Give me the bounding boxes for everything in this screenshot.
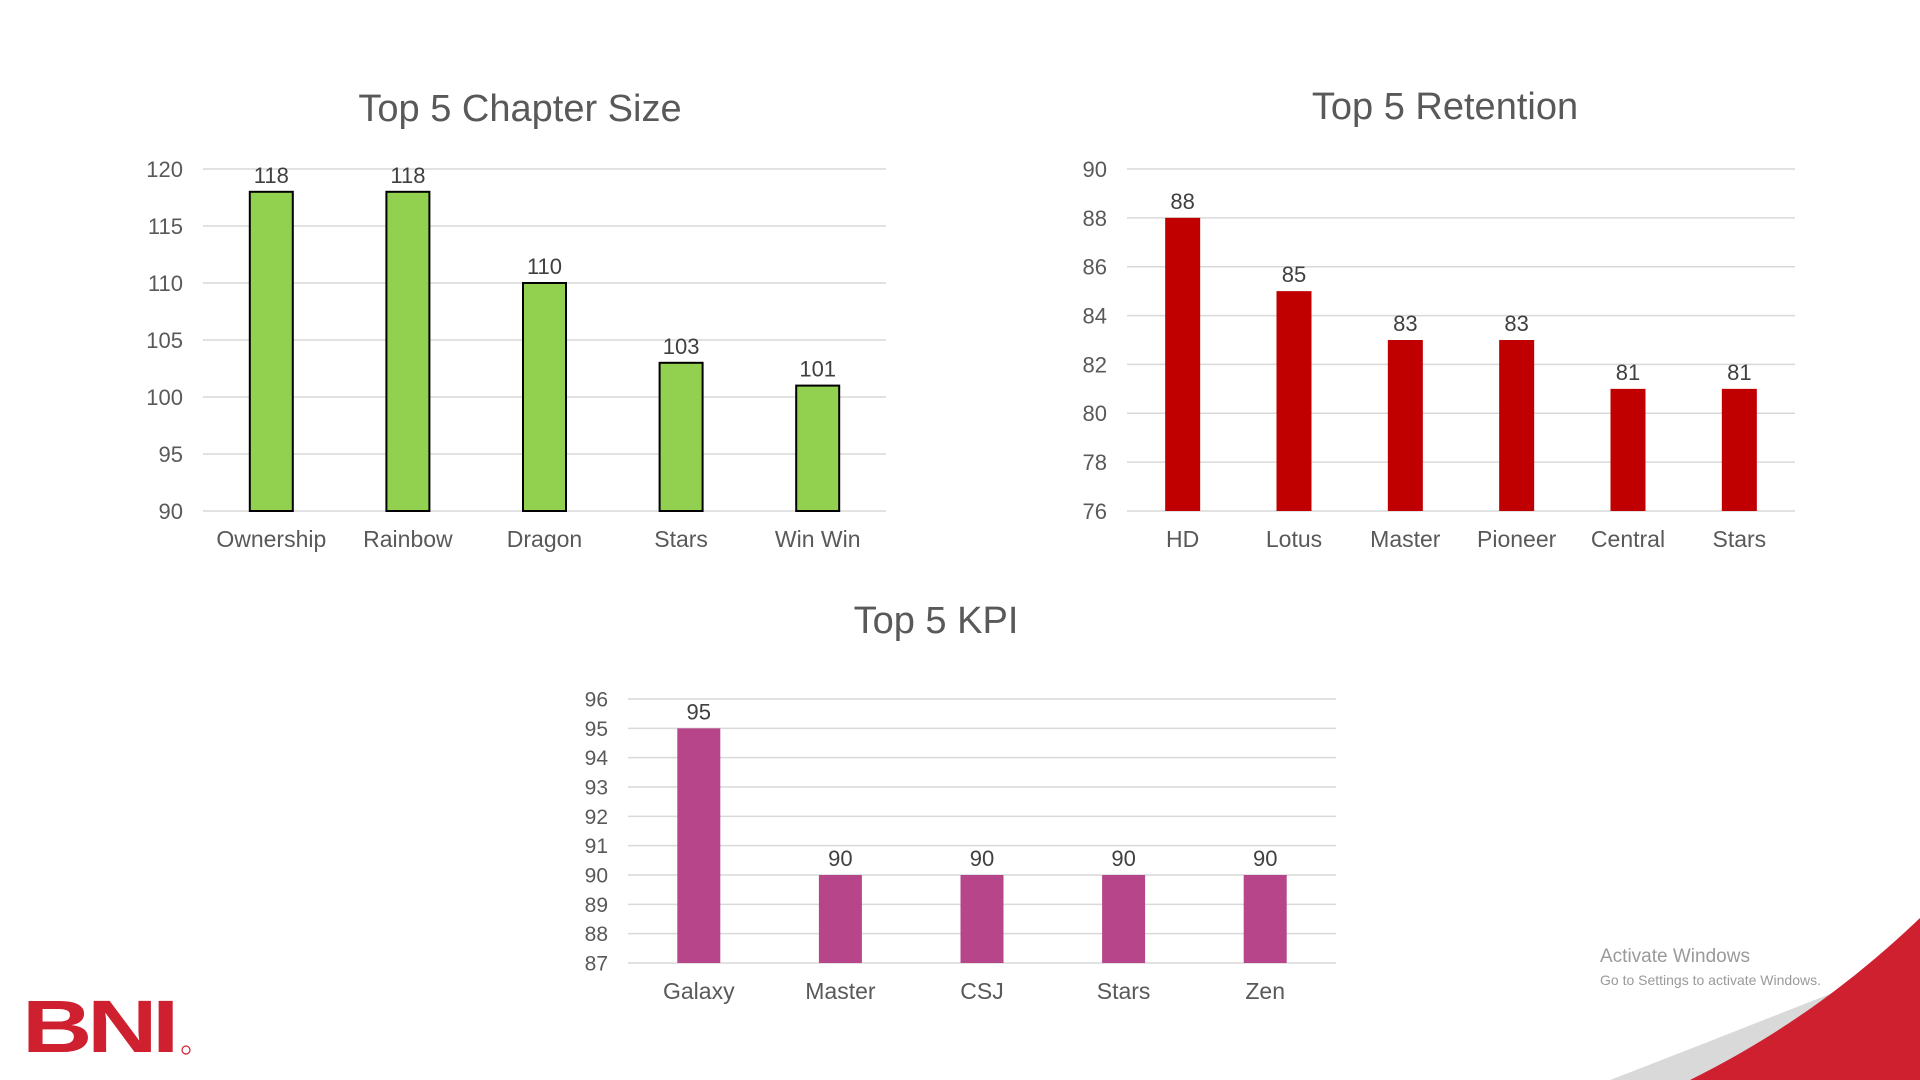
y-tick-label: 110 [148,271,183,296]
watermark-line-2: Go to Settings to activate Windows. [1600,972,1821,988]
y-tick-label: 92 [585,806,608,829]
x-tick-label: HD [1166,526,1199,552]
bar [1165,217,1201,511]
x-tick-label: Lotus [1266,526,1322,552]
data-label: 83 [1393,311,1417,336]
x-tick-label: Master [1370,526,1441,552]
bar [677,728,721,963]
data-label: 110 [527,254,562,279]
y-tick-label: 88 [1083,206,1107,231]
watermark-line-1: Activate Windows [1600,946,1750,967]
x-tick-label: CSJ [960,978,1003,1004]
chart-title-chapter-size: Top 5 Chapter Size [358,88,682,130]
bar [1243,875,1287,963]
bar [1499,340,1535,511]
bar [1102,875,1146,963]
x-tick-label: Rainbow [363,526,453,552]
y-tick-label: 93 [585,777,608,800]
bar [795,384,841,513]
data-label: 101 [799,357,836,382]
x-tick-label: Win Win [775,526,861,552]
bar [658,361,704,512]
y-tick-label: 91 [585,835,608,858]
bar [522,282,567,512]
x-tick-label: Stars [1712,526,1766,552]
x-tick-label: Ownership [216,526,326,552]
y-tick-label: 94 [585,747,609,770]
bar [818,875,862,963]
x-tick-label: Zen [1245,978,1285,1004]
y-tick-label: 89 [585,894,608,917]
y-tick-label: 95 [159,442,183,467]
activate-windows-watermark: Activate Windows Go to Settings to activ… [1600,946,1821,988]
data-label: 88 [1170,189,1194,214]
y-tick-label: 90 [159,499,183,524]
bar [1387,340,1423,511]
x-tick-label: Pioneer [1477,526,1557,552]
data-label: 90 [970,846,994,871]
y-tick-label: 86 [1083,255,1107,280]
bar [248,190,294,513]
bar [960,875,1004,963]
bar [1721,388,1757,511]
x-tick-label: Central [1591,526,1665,552]
data-label: 90 [828,846,852,871]
svg-text:BNI: BNI [22,990,174,1062]
y-tick-label: 115 [148,214,183,239]
data-label: 83 [1504,311,1528,336]
data-label: 95 [687,699,711,724]
bar [1610,388,1646,511]
bar [385,190,431,513]
bar [1276,291,1312,511]
x-tick-label: Stars [1097,978,1151,1004]
y-tick-label: 90 [1083,157,1107,182]
data-label: 85 [1282,262,1306,287]
data-label: 118 [254,163,289,188]
chart-title-retention: Top 5 Retention [1311,86,1579,128]
y-tick-label: 80 [1083,401,1107,426]
y-tick-label: 78 [1083,450,1107,475]
data-label: 90 [1253,846,1277,871]
y-tick-label: 82 [1083,352,1107,377]
bni-logo: BNI [22,990,191,1062]
y-tick-label: 87 [585,953,608,976]
x-tick-label: Galaxy [663,978,735,1004]
x-tick-label: Dragon [507,526,582,552]
y-tick-label: 105 [146,328,183,353]
data-label: 81 [1616,360,1640,385]
x-tick-label: Master [805,978,876,1004]
chart-title-kpi: Top 5 KPI [853,600,1019,642]
y-tick-label: 120 [146,157,183,182]
data-label: 90 [1111,846,1135,871]
data-label: 81 [1727,360,1751,385]
data-label: 118 [390,163,425,188]
x-tick-label: Stars [654,526,708,552]
y-tick-label: 100 [146,385,183,410]
y-tick-label: 96 [585,689,608,712]
y-tick-label: 76 [1083,499,1107,524]
y-tick-label: 90 [585,865,608,888]
data-label: 103 [663,334,700,359]
y-tick-label: 95 [585,718,608,741]
y-tick-label: 84 [1083,303,1107,328]
y-tick-label: 88 [585,923,608,946]
